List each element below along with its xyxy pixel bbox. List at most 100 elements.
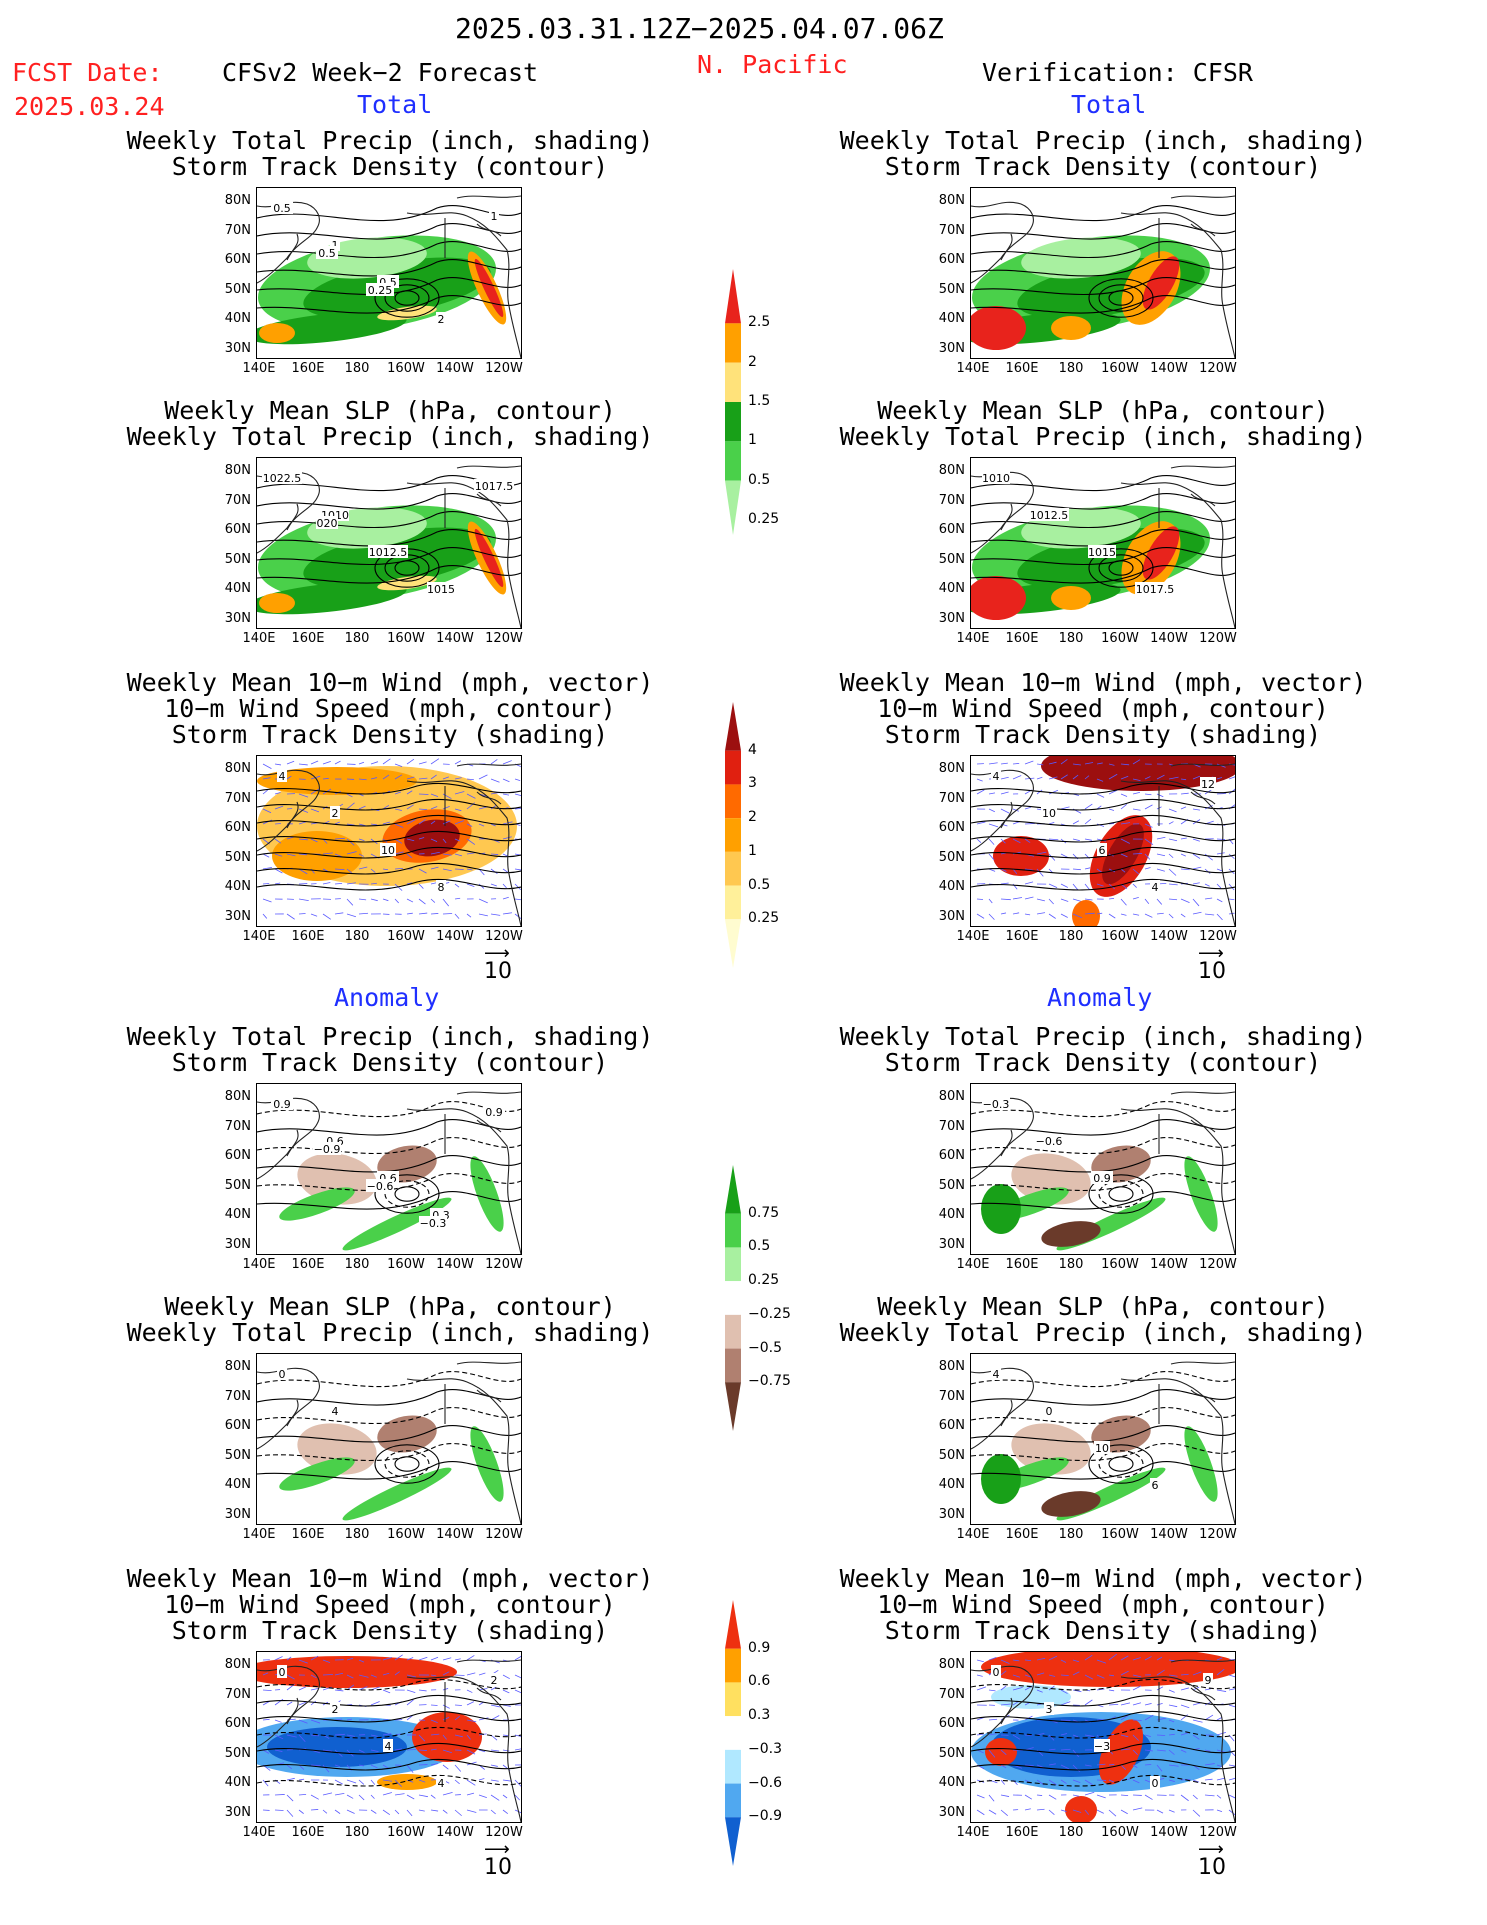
wind-vector xyxy=(298,1659,308,1664)
lat-tick-label: 40N xyxy=(938,879,965,894)
shade-region xyxy=(474,258,504,318)
wind-vector xyxy=(1144,1703,1152,1706)
panel-title-line: Weekly Total Precip (inch, shading) xyxy=(126,126,654,155)
colorbar-swatch xyxy=(725,1348,741,1383)
panel-title: Weekly Mean SLP (hPa, contour) Weekly Tot… xyxy=(40,1294,740,1346)
lon-tick-label: 140E xyxy=(242,1527,276,1542)
wind-vector xyxy=(976,1809,985,1816)
wind-vector xyxy=(1048,1748,1056,1751)
colorbar-label: 1 xyxy=(748,842,757,859)
wind-vector xyxy=(310,1655,319,1661)
wind-vector xyxy=(442,1749,452,1754)
wind-vector xyxy=(322,852,333,855)
panel-title-line: Storm Track Density (shading) xyxy=(171,720,609,749)
shade-region xyxy=(297,1153,377,1205)
contour-line xyxy=(394,1456,420,1472)
coastline xyxy=(406,1108,521,1254)
wind-vector xyxy=(1120,898,1127,906)
wind-vector xyxy=(1192,898,1200,907)
wind-vector xyxy=(1156,1702,1163,1706)
wind-vector xyxy=(1168,1674,1178,1677)
wind-vector xyxy=(334,868,345,871)
wind-vector xyxy=(430,758,440,765)
wind-vector xyxy=(1072,898,1081,902)
lon-tick-label: 180 xyxy=(344,631,370,646)
wind-vector xyxy=(1024,1764,1034,1767)
region-title: N. Pacific xyxy=(697,50,848,79)
wind-vector xyxy=(466,1809,477,1813)
wind-vector xyxy=(1180,1704,1190,1709)
wind-vector xyxy=(442,820,451,825)
fcst-date-label: FCST Date: xyxy=(12,58,163,87)
lat-tick-label: 50N xyxy=(938,551,965,567)
wind-vector xyxy=(346,1674,354,1679)
contour-label: 8 xyxy=(436,880,446,894)
shade-region xyxy=(1041,1491,1101,1517)
colorbar-storm_anom xyxy=(725,1600,741,1866)
contour-label: −0.9 xyxy=(313,1142,341,1156)
wind-vector xyxy=(1192,1719,1203,1723)
coastline xyxy=(257,1665,320,1748)
wind-vector xyxy=(1216,776,1223,780)
shade-region xyxy=(470,1426,504,1502)
wind-vector xyxy=(1012,775,1022,780)
contour-line xyxy=(394,1186,420,1202)
lat-tick-label: 60N xyxy=(224,522,251,537)
wind-vector xyxy=(1144,853,1151,860)
shade-region xyxy=(412,1712,482,1762)
contour-label: 12 xyxy=(1200,777,1216,791)
contour-line xyxy=(257,1173,521,1192)
wind-vector xyxy=(418,1749,427,1751)
wind-vector xyxy=(1084,1734,1095,1737)
lon-tick-label: 160E xyxy=(1005,1825,1039,1840)
panel-title: Weekly Total Precip (inch, shading) Storm… xyxy=(40,1024,740,1076)
wind-vector xyxy=(310,1794,319,1800)
contour-label: −0.3 xyxy=(419,1216,447,1230)
svg-text:1012.5: 1012.5 xyxy=(1030,509,1069,522)
wind-vector xyxy=(976,838,982,844)
wind-vector xyxy=(1132,883,1137,888)
coastline xyxy=(1000,233,1013,261)
contour-line xyxy=(257,846,521,859)
wind-vector xyxy=(454,1658,461,1661)
wind-vector xyxy=(1072,1809,1082,1813)
lat-tick-label: 30N xyxy=(938,1236,965,1252)
wind-vector xyxy=(1192,853,1201,859)
lon-tick-label: 140W xyxy=(436,1825,474,1840)
lat-tick-label: 80N xyxy=(938,761,965,776)
wind-vector xyxy=(406,790,413,795)
wind-vector xyxy=(1180,913,1186,918)
coastline xyxy=(1190,493,1216,507)
wind-vector xyxy=(1120,775,1129,780)
lat-tick-label: 50N xyxy=(938,1745,965,1761)
panel-title-line: Weekly Mean 10−m Wind (mph, vector) xyxy=(126,1564,654,1593)
wind-vector xyxy=(1168,1764,1179,1767)
wind-vector xyxy=(1000,791,1009,795)
wind-vector xyxy=(1156,1749,1166,1752)
colorbar-precip_anom xyxy=(725,1165,741,1431)
lon-tick-label: 140W xyxy=(1150,929,1188,944)
svg-text:1017.5: 1017.5 xyxy=(475,480,514,493)
wind-vector xyxy=(1096,1763,1106,1766)
map-panel-cfsr-anom-slp-precip: 4 0 10 6 xyxy=(970,1353,1236,1525)
wind-vector xyxy=(1072,1779,1081,1783)
wind-vector xyxy=(1072,763,1081,766)
shade-region xyxy=(377,1774,437,1790)
wind-vector xyxy=(286,775,292,780)
wind-vector xyxy=(1036,898,1045,902)
wind-vector xyxy=(334,1733,345,1736)
lat-tick-label: 60N xyxy=(224,1418,251,1433)
map-panel-cfsr-total-wind-storm: 4 10 6 4 12 xyxy=(970,755,1236,927)
wind-vector xyxy=(478,823,485,827)
wind-vector xyxy=(1120,838,1130,844)
lat-tick-label: 80N xyxy=(938,1657,965,1672)
colorbar-swatch xyxy=(725,1247,741,1282)
wind-vector xyxy=(976,1794,985,1799)
contour-line xyxy=(971,277,1235,296)
wind-vector xyxy=(418,761,427,765)
wind-vector xyxy=(430,1656,439,1661)
shade-region xyxy=(1072,900,1100,926)
contour-line xyxy=(394,560,420,576)
shade-region xyxy=(279,1457,355,1491)
contour-line xyxy=(971,782,1235,795)
